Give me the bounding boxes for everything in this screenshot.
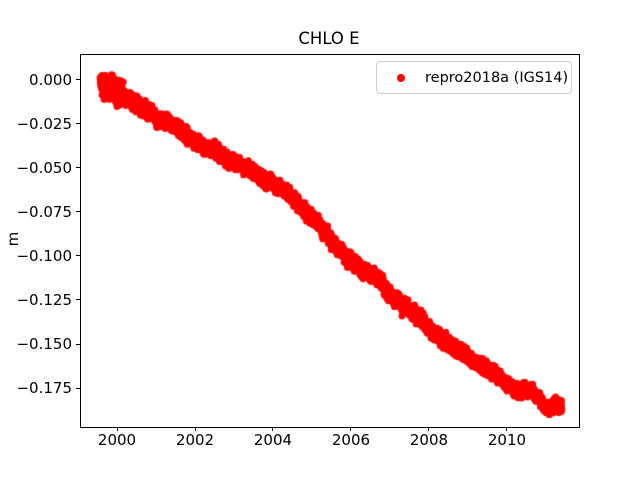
y-axis-label: m xyxy=(4,231,22,247)
y-tick-mark xyxy=(76,255,80,257)
chart-title: CHLO E xyxy=(298,29,360,48)
y-tick-mark xyxy=(76,211,80,213)
y-tick-label: −0.125 xyxy=(16,290,72,309)
y-tick-label: −0.050 xyxy=(16,158,72,177)
legend-marker-icon xyxy=(397,74,405,82)
y-tick-label: 0.000 xyxy=(29,70,72,89)
x-tick-label: 2000 xyxy=(97,431,137,449)
x-tick-label: 2002 xyxy=(175,431,215,449)
x-tick-label: 2006 xyxy=(331,431,371,449)
y-tick-mark xyxy=(76,167,80,169)
x-tick-label: 2004 xyxy=(253,431,293,449)
x-tick-mark xyxy=(506,427,508,431)
x-tick-label: 2008 xyxy=(409,431,449,449)
x-tick-mark xyxy=(272,427,274,431)
x-tick-mark xyxy=(350,427,352,431)
y-tick-mark xyxy=(76,387,80,389)
y-tick-label: −0.025 xyxy=(16,114,72,133)
x-tick-label: 2010 xyxy=(487,431,527,449)
plot-area xyxy=(80,54,580,428)
scatter-canvas xyxy=(81,55,579,427)
x-tick-mark xyxy=(116,427,118,431)
legend-label: repro2018a (IGS14) xyxy=(425,70,569,86)
y-tick-mark xyxy=(76,123,80,125)
y-tick-mark xyxy=(76,299,80,301)
y-tick-label: −0.175 xyxy=(16,379,72,397)
y-tick-label: −0.100 xyxy=(16,246,72,265)
legend: repro2018a (IGS14) xyxy=(376,61,572,94)
y-tick-mark xyxy=(76,343,80,345)
y-tick-label: −0.075 xyxy=(16,202,72,221)
y-tick-label: −0.150 xyxy=(16,335,72,353)
x-tick-mark xyxy=(194,427,196,431)
x-tick-mark xyxy=(428,427,430,431)
y-tick-mark xyxy=(76,79,80,81)
